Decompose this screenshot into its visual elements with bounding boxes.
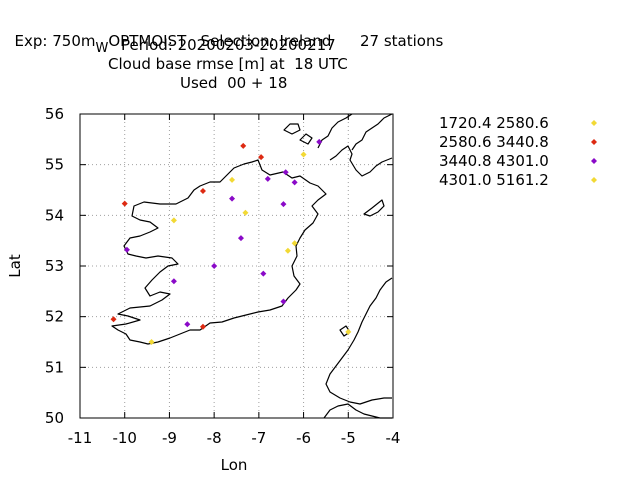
data-point-series-3: [264, 175, 271, 182]
title-exp-prefix: Exp: 750m: [14, 32, 96, 50]
y-tick-label: 52: [45, 308, 64, 326]
island-islay: [299, 133, 313, 145]
legend-label: 2580.6 3440.8: [439, 133, 549, 151]
island-kintyre: [283, 123, 301, 135]
data-point-series-2: [240, 142, 247, 149]
data-point-series-3: [260, 270, 267, 277]
ireland-coastline: [111, 159, 327, 345]
y-tick-label: 54: [45, 206, 64, 224]
legend-label: 4301.0 5161.2: [439, 171, 549, 189]
cornwall-coastline: [323, 403, 392, 419]
x-tick-labels: -11 -10 -9 -8 -7 -6 -5 -4: [68, 429, 401, 447]
legend-marker: [591, 158, 597, 164]
x-tick-label: -8: [207, 429, 222, 447]
data-point-series-3: [229, 195, 236, 202]
title-exp-rest: OPTMOIST Selection: Ireland 27 stations: [108, 32, 444, 50]
y-tick-label: 55: [45, 156, 64, 174]
scotland-west-coast: [329, 145, 393, 177]
y-axis-label: Lat: [6, 254, 24, 278]
x-axis-label: Lon: [221, 456, 248, 474]
data-point-series-3: [316, 138, 323, 145]
data-points: [110, 138, 352, 345]
data-point-series-2: [199, 188, 206, 195]
y-tick-label: 56: [45, 105, 64, 123]
legend-marker: [591, 120, 597, 126]
data-point-series-2: [258, 154, 265, 161]
data-point-series-1: [291, 240, 298, 247]
y-tick-label: 50: [45, 409, 64, 427]
data-point-series-2: [110, 316, 117, 323]
data-point-series-1: [242, 209, 249, 216]
legend-marker: [591, 177, 597, 183]
data-point-series-3: [237, 235, 244, 242]
scotland-coastline: [317, 113, 393, 151]
data-point-series-3: [280, 298, 287, 305]
data-point-series-1: [148, 339, 155, 345]
x-tick-label: -5: [341, 429, 356, 447]
x-tick-label: -6: [296, 429, 311, 447]
x-tick-label: -4: [386, 429, 401, 447]
data-point-series-1: [300, 151, 307, 158]
data-point-series-3: [170, 278, 177, 285]
axis-ticks: [79, 113, 394, 419]
coastline-map: [111, 113, 393, 419]
y-tick-labels: 50 51 52 53 54 55 56: [45, 105, 64, 427]
legend-label: 3440.8 4301.0: [439, 152, 549, 170]
data-point-series-3: [184, 321, 191, 328]
y-tick-label: 51: [45, 358, 64, 376]
data-point-series-1: [345, 328, 352, 335]
data-point-series-3: [211, 263, 218, 269]
data-point-series-1: [170, 217, 177, 224]
data-point-series-1: [229, 176, 236, 183]
x-tick-label: -11: [68, 429, 93, 447]
title-experiment: Exp: 750mWOPTMOIST Selection: Ireland 27…: [5, 19, 444, 56]
x-tick-label: -7: [251, 429, 266, 447]
data-point-series-3: [282, 169, 289, 176]
title-metric: Cloud base rmse [m] at 18 UTC: [108, 55, 348, 73]
data-point-series-3: [291, 179, 298, 186]
isle-of-man: [363, 199, 385, 217]
x-tick-label: -10: [112, 429, 137, 447]
wales-coastline: [325, 277, 393, 405]
data-point-series-2: [199, 323, 206, 330]
legend-marker: [591, 139, 597, 145]
grid-lines: [80, 114, 393, 418]
legend-label: 1720.4 2580.6: [439, 114, 549, 132]
title-period: Period: 20200203-20200217: [121, 36, 336, 54]
title-used: Used 00 + 18: [180, 74, 288, 92]
data-point-series-3: [280, 201, 287, 208]
data-point-series-2: [121, 200, 128, 207]
x-tick-label: -9: [162, 429, 177, 447]
data-point-series-1: [284, 247, 291, 254]
data-point-series-3: [123, 246, 130, 253]
y-tick-label: 53: [45, 257, 64, 275]
title-exp-subscript: W: [95, 41, 109, 56]
